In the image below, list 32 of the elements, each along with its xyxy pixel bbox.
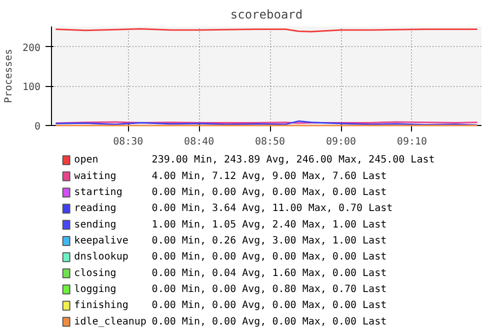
text: 0.00 Min, 0.26 Avg, 3.00 Max, 1.00 Last bbox=[152, 236, 387, 246]
text: 1.00 Min, 1.05 Avg, 2.40 Max, 1.00 Last bbox=[152, 219, 387, 230]
x-tick-label: 09:00 bbox=[326, 136, 356, 148]
x-tick-label: 08:50 bbox=[254, 136, 286, 148]
legend-label: keepalive bbox=[74, 236, 128, 246]
text: 0.00 Min, 0.00 Avg, 0.00 Max, 0.00 Last bbox=[152, 252, 387, 263]
legend-label: closing bbox=[74, 268, 116, 279]
text: 0.00 Min, 0.00 Avg, 0.80 Max, 0.70 Last bbox=[152, 284, 387, 295]
x-tick-label: 08:40 bbox=[184, 136, 214, 148]
legend-label: finishing bbox=[74, 300, 128, 312]
x-tick-label: 09:10 bbox=[396, 136, 428, 148]
y-tick-label: 0 bbox=[34, 122, 41, 132]
text: 0.00 Min, 0.00 Avg, 0.00 Max, 0.00 Last bbox=[152, 300, 387, 312]
y-tick-label: 200 bbox=[22, 42, 40, 54]
legend-label: dnslookup bbox=[74, 252, 128, 263]
legend-label: starting bbox=[74, 187, 122, 198]
legend-label: logging bbox=[74, 284, 116, 295]
legend-label: waiting bbox=[74, 170, 116, 182]
text: 0.00 Min, 0.00 Avg, 0.00 Max, 0.00 Last bbox=[152, 316, 387, 328]
legend-label: sending bbox=[74, 219, 116, 230]
text: 0.00 Min, 3.64 Avg, 11.00 Max, 0.70 Last bbox=[152, 203, 393, 214]
legend-label: idle_cleanup bbox=[74, 316, 146, 328]
legend-label: open bbox=[74, 154, 98, 166]
y-tick-label: 100 bbox=[22, 82, 40, 94]
chart-title: scoreboard bbox=[230, 8, 303, 22]
y-axis-title: Processes bbox=[3, 48, 14, 104]
legend-label: reading bbox=[74, 203, 116, 214]
x-tick-label: 08:30 bbox=[113, 136, 144, 148]
text: 239.00 Min, 243.89 Avg, 246.00 Max, 245.00 Last bbox=[152, 154, 435, 166]
text: 0.00 Min, 0.04 Avg, 1.60 Max, 0.00 Last bbox=[152, 268, 387, 279]
text: 4.00 Min, 7.12 Avg, 9.00 Max, 7.60 Last bbox=[152, 170, 387, 182]
text: 0.00 Min, 0.00 Avg, 0.00 Max, 0.00 Last bbox=[152, 187, 387, 198]
